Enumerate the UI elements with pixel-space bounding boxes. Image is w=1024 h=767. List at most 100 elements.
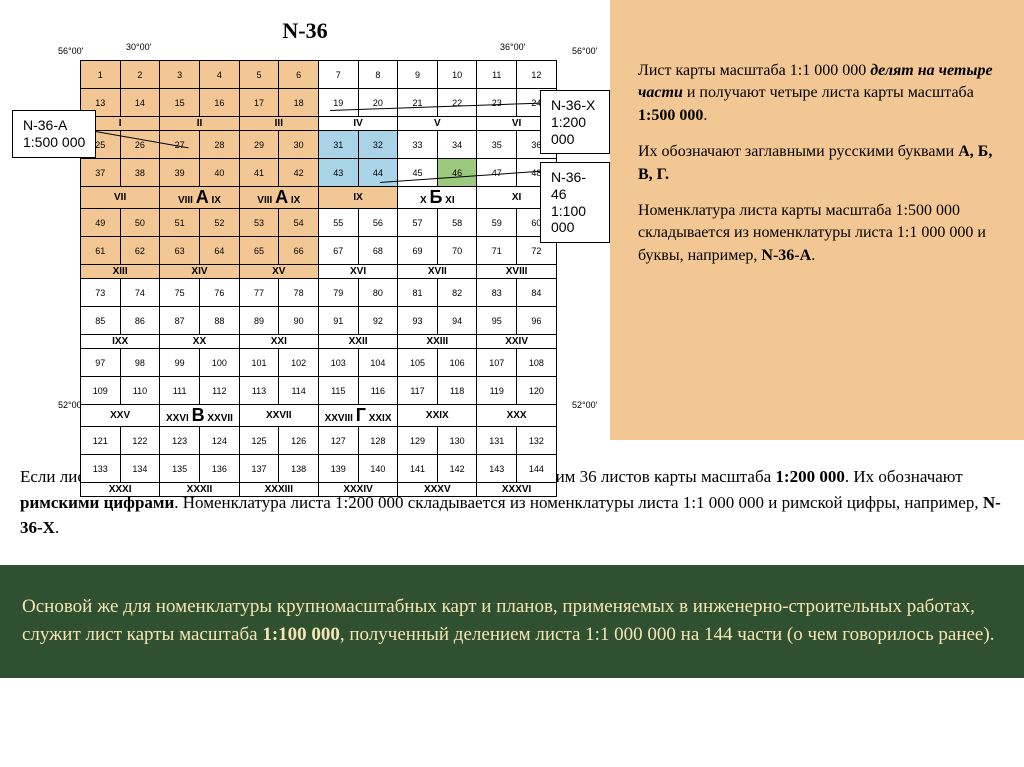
- cell-52: 52: [199, 209, 239, 237]
- cell-26: 26: [120, 131, 160, 159]
- cell-58: 58: [437, 209, 477, 237]
- roman-2-2: XV: [239, 265, 318, 279]
- cell-54: 54: [279, 209, 319, 237]
- cell-83: 83: [477, 279, 517, 307]
- cell-30: 30: [279, 131, 319, 159]
- cell-3: 3: [160, 61, 200, 89]
- roman-5-4: XXXV: [398, 483, 477, 497]
- cell-124: 124: [199, 427, 239, 455]
- callout-a-title: N-36-А: [23, 117, 85, 134]
- cell-42: 42: [279, 159, 319, 187]
- cell-91: 91: [318, 307, 358, 335]
- cell-55: 55: [318, 209, 358, 237]
- cell-34: 34: [437, 131, 477, 159]
- roman-1-3: X Б XI: [398, 187, 477, 209]
- cell-14: 14: [120, 89, 160, 117]
- cell-136: 136: [199, 455, 239, 483]
- cell-33: 33: [398, 131, 438, 159]
- cell-61: 61: [81, 237, 121, 265]
- cell-41: 41: [239, 159, 279, 187]
- cell-31: 31: [318, 131, 358, 159]
- roman-3-0: IXX: [81, 335, 160, 349]
- roman-0-4: V: [398, 117, 477, 131]
- roman-1-1-letter: VIII А IX: [160, 187, 239, 209]
- cell-73: 73: [81, 279, 121, 307]
- cell-62: 62: [120, 237, 160, 265]
- roman-0-2: III: [239, 117, 318, 131]
- cell-111: 111: [160, 377, 200, 405]
- cell-40: 40: [199, 159, 239, 187]
- cell-44: 44: [358, 159, 398, 187]
- cell-63: 63: [160, 237, 200, 265]
- right-p2: Их обозначают заглавными русскими буквам…: [638, 141, 1004, 186]
- cell-56: 56: [358, 209, 398, 237]
- cell-67: 67: [318, 237, 358, 265]
- cell-97: 97: [81, 349, 121, 377]
- roman-2-4: XVII: [398, 265, 477, 279]
- bottom-bar: Основой же для номенклатуры крупномасшта…: [0, 565, 1024, 678]
- cell-132: 132: [517, 427, 557, 455]
- cell-89: 89: [239, 307, 279, 335]
- cell-96: 96: [517, 307, 557, 335]
- cell-19: 19: [318, 89, 358, 117]
- cell-71: 71: [477, 237, 517, 265]
- coord-tl-lat: 56°00': [58, 46, 83, 56]
- cell-79: 79: [318, 279, 358, 307]
- cell-46: 46: [437, 159, 477, 187]
- cell-22: 22: [437, 89, 477, 117]
- coord-tr-lat: 56°00': [572, 46, 597, 56]
- roman-5-0: XXXI: [81, 483, 160, 497]
- cell-57: 57: [398, 209, 438, 237]
- cell-7: 7: [318, 61, 358, 89]
- roman-2-3: XVI: [318, 265, 397, 279]
- cell-104: 104: [358, 349, 398, 377]
- callout-a: N-36-А 1:500 000: [12, 110, 96, 158]
- cell-1: 1: [81, 61, 121, 89]
- callout-a-scale: 1:500 000: [23, 134, 85, 151]
- cell-9: 9: [398, 61, 438, 89]
- cell-144: 144: [517, 455, 557, 483]
- cell-45: 45: [398, 159, 438, 187]
- roman-0-1: II: [160, 117, 239, 131]
- cell-86: 86: [120, 307, 160, 335]
- cell-12: 12: [517, 61, 557, 89]
- callout-x: N-36-X 1:200 000: [540, 90, 610, 154]
- cell-37: 37: [81, 159, 121, 187]
- cell-127: 127: [318, 427, 358, 455]
- cell-2: 2: [120, 61, 160, 89]
- cell-59: 59: [477, 209, 517, 237]
- roman-4-0: XXV: [81, 405, 160, 427]
- callout-46: N-36-46 1:100 000: [540, 162, 610, 243]
- roman-3-4: XXIII: [398, 335, 477, 349]
- cell-118: 118: [437, 377, 477, 405]
- cell-106: 106: [437, 349, 477, 377]
- cell-134: 134: [120, 455, 160, 483]
- cell-92: 92: [358, 307, 398, 335]
- cell-32: 32: [358, 131, 398, 159]
- cell-87: 87: [160, 307, 200, 335]
- roman-0-3: IV: [318, 117, 397, 131]
- roman-3-1: XX: [160, 335, 239, 349]
- cell-4: 4: [199, 61, 239, 89]
- cell-88: 88: [199, 307, 239, 335]
- roman-2-5: XVIII: [477, 265, 556, 279]
- cell-84: 84: [517, 279, 557, 307]
- cell-108: 108: [517, 349, 557, 377]
- cell-75: 75: [160, 279, 200, 307]
- cell-98: 98: [120, 349, 160, 377]
- cell-39: 39: [160, 159, 200, 187]
- cell-135: 135: [160, 455, 200, 483]
- roman-4-3: XXVIII Г XXIX: [318, 405, 397, 427]
- cell-95: 95: [477, 307, 517, 335]
- roman-5-3: XXXIV: [318, 483, 397, 497]
- cell-16: 16: [199, 89, 239, 117]
- cell-105: 105: [398, 349, 438, 377]
- roman-5-1: XXXII: [160, 483, 239, 497]
- roman-3-2: XXI: [239, 335, 318, 349]
- cell-107: 107: [477, 349, 517, 377]
- cell-112: 112: [199, 377, 239, 405]
- roman-2-0: XIII: [81, 265, 160, 279]
- roman-3-3: XXII: [318, 335, 397, 349]
- callout-x-scale: 1:200 000: [551, 114, 599, 148]
- cell-23: 23: [477, 89, 517, 117]
